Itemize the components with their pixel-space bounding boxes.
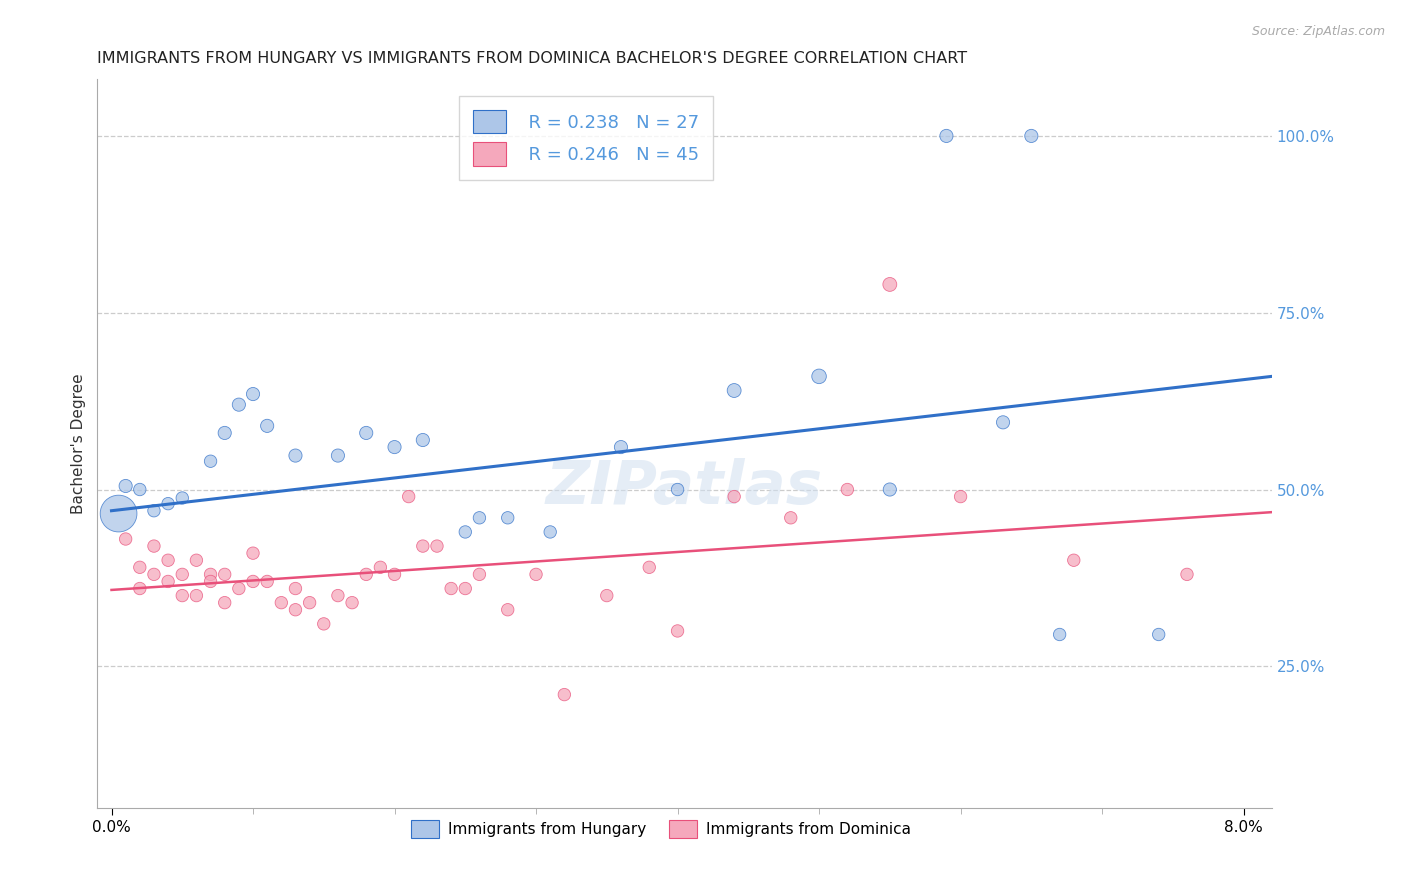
Point xyxy=(214,425,236,440)
Text: ZIPatlas: ZIPatlas xyxy=(546,458,823,516)
Point xyxy=(1063,553,1085,567)
Point xyxy=(935,128,957,143)
Point xyxy=(340,596,363,610)
Point xyxy=(242,574,264,589)
Point xyxy=(128,582,150,596)
Point xyxy=(468,567,491,582)
Point xyxy=(879,483,901,497)
Point xyxy=(1175,567,1198,582)
Point xyxy=(553,688,575,702)
Point xyxy=(723,490,745,504)
Point xyxy=(114,532,136,546)
Point xyxy=(370,560,392,574)
Point xyxy=(228,398,250,412)
Point xyxy=(384,440,406,454)
Text: IMMIGRANTS FROM HUNGARY VS IMMIGRANTS FROM DOMINICA BACHELOR'S DEGREE CORRELATIO: IMMIGRANTS FROM HUNGARY VS IMMIGRANTS FR… xyxy=(97,51,967,66)
Point xyxy=(454,582,477,596)
Point xyxy=(270,596,292,610)
Point xyxy=(242,546,264,560)
Point xyxy=(284,449,307,463)
Point xyxy=(991,415,1014,429)
Point xyxy=(666,624,689,638)
Point xyxy=(384,567,406,582)
Point xyxy=(172,491,194,505)
Point xyxy=(107,507,129,521)
Point xyxy=(172,567,194,582)
Point xyxy=(284,603,307,617)
Point xyxy=(440,582,463,596)
Point xyxy=(426,539,449,553)
Point xyxy=(200,567,222,582)
Point xyxy=(256,574,278,589)
Point xyxy=(596,589,619,603)
Point xyxy=(228,582,250,596)
Point xyxy=(312,616,335,631)
Point xyxy=(214,567,236,582)
Point xyxy=(142,539,165,553)
Point xyxy=(186,589,208,603)
Point xyxy=(200,454,222,468)
Point xyxy=(200,574,222,589)
Point xyxy=(1049,627,1071,641)
Point xyxy=(214,596,236,610)
Point xyxy=(666,483,689,497)
Point xyxy=(524,567,547,582)
Point xyxy=(284,582,307,596)
Point xyxy=(468,510,491,524)
Point xyxy=(157,574,180,589)
Legend: Immigrants from Hungary, Immigrants from Dominica: Immigrants from Hungary, Immigrants from… xyxy=(405,814,917,844)
Point xyxy=(142,504,165,518)
Point xyxy=(172,589,194,603)
Point xyxy=(454,524,477,539)
Point xyxy=(186,553,208,567)
Point xyxy=(1147,627,1170,641)
Point xyxy=(398,490,420,504)
Point xyxy=(298,596,321,610)
Point xyxy=(808,369,831,384)
Point xyxy=(638,560,661,574)
Point xyxy=(128,483,150,497)
Point xyxy=(242,387,264,401)
Point xyxy=(256,418,278,433)
Point xyxy=(354,425,377,440)
Y-axis label: Bachelor's Degree: Bachelor's Degree xyxy=(72,373,86,514)
Point xyxy=(837,483,859,497)
Point xyxy=(496,510,519,524)
Point xyxy=(610,440,633,454)
Point xyxy=(157,553,180,567)
Point xyxy=(326,589,349,603)
Point xyxy=(949,490,972,504)
Point xyxy=(114,479,136,493)
Point xyxy=(412,433,434,447)
Point xyxy=(723,384,745,398)
Point xyxy=(1021,128,1043,143)
Point xyxy=(412,539,434,553)
Point xyxy=(326,449,349,463)
Text: Source: ZipAtlas.com: Source: ZipAtlas.com xyxy=(1251,25,1385,38)
Point xyxy=(879,277,901,292)
Point xyxy=(496,603,519,617)
Point xyxy=(779,510,801,524)
Point xyxy=(538,524,561,539)
Point xyxy=(142,567,165,582)
Point xyxy=(157,497,180,511)
Point xyxy=(354,567,377,582)
Point xyxy=(128,560,150,574)
